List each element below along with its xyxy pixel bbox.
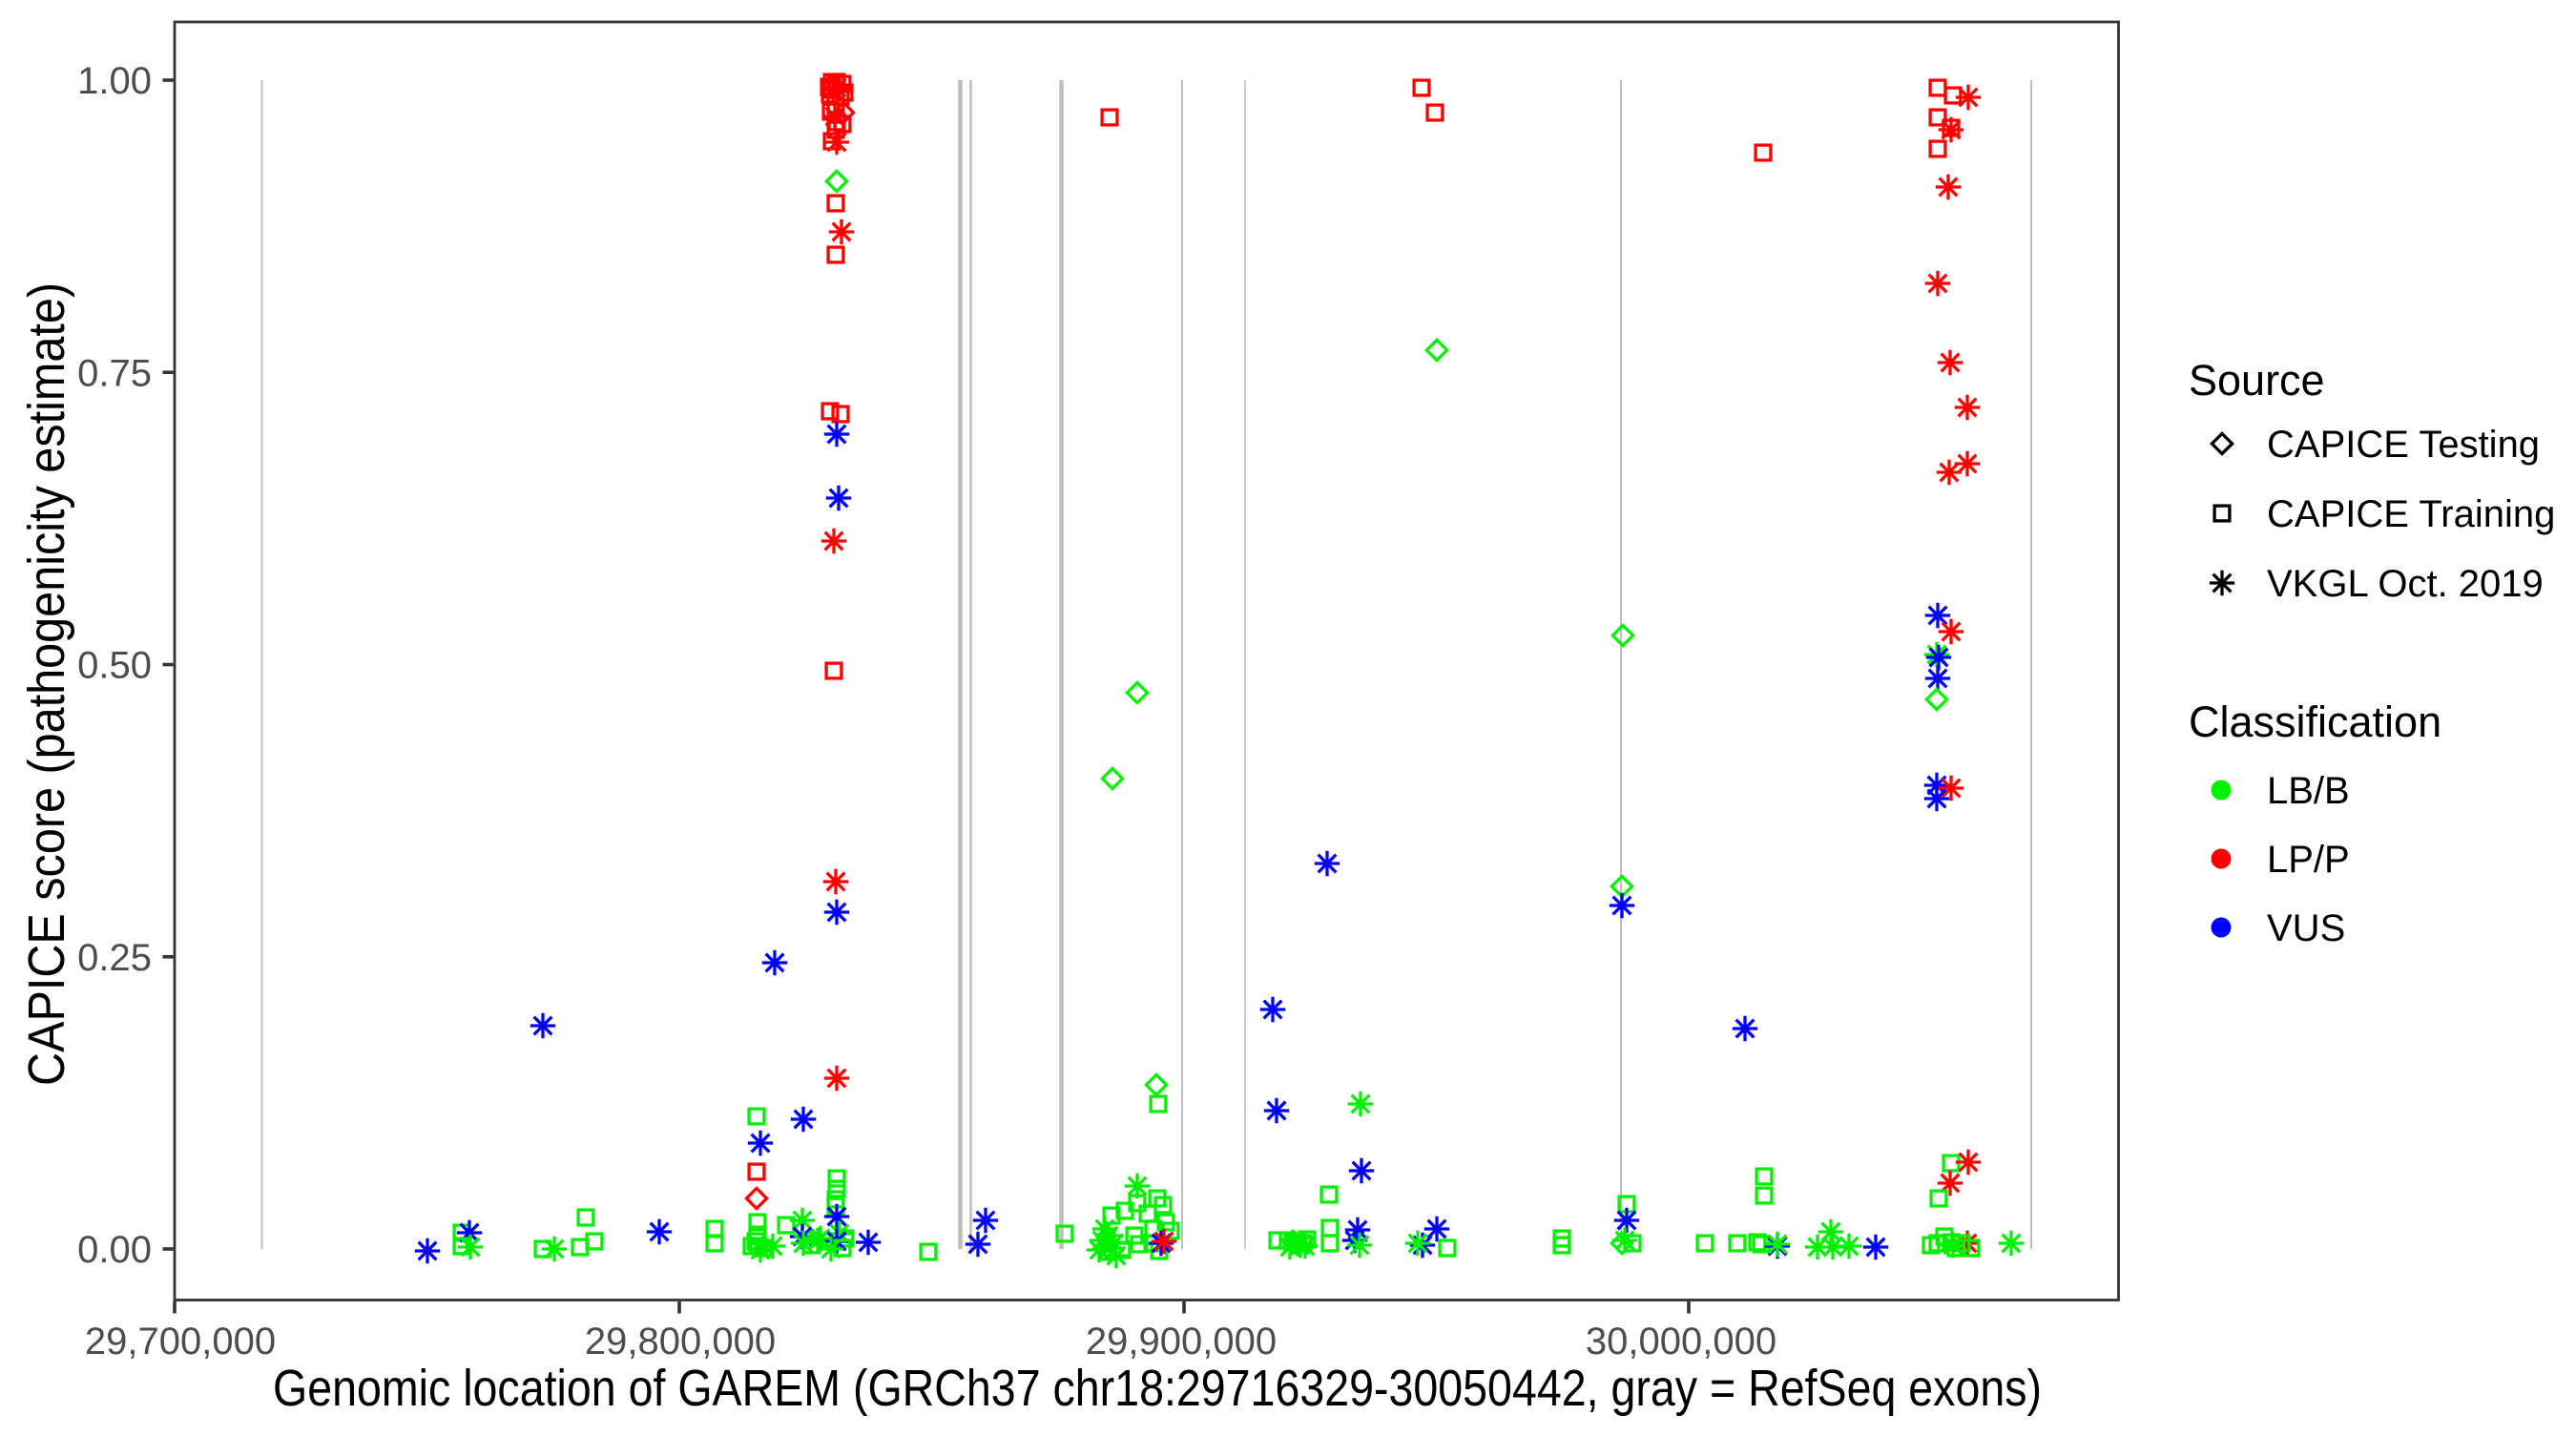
svg-text:0.75: 0.75 <box>77 352 152 394</box>
svg-text:CAPICE score (pathogenicity es: CAPICE score (pathogenicity estimate) <box>18 282 75 1086</box>
svg-text:VKGL Oct. 2019: VKGL Oct. 2019 <box>2267 563 2544 605</box>
svg-text:Classification: Classification <box>2189 697 2441 746</box>
svg-text:30,000,000: 30,000,000 <box>1586 1321 1776 1363</box>
svg-text:LP/P: LP/P <box>2267 839 2350 881</box>
svg-text:1.00: 1.00 <box>77 60 152 102</box>
svg-text:VUS: VUS <box>2267 907 2345 949</box>
svg-text:0.50: 0.50 <box>77 645 152 687</box>
svg-text:CAPICE Training: CAPICE Training <box>2267 493 2555 535</box>
svg-text:0.00: 0.00 <box>77 1229 152 1271</box>
svg-text:29,900,000: 29,900,000 <box>1086 1321 1277 1363</box>
svg-text:0.25: 0.25 <box>77 937 152 979</box>
svg-text:LB/B: LB/B <box>2267 770 2350 812</box>
svg-text:29,800,000: 29,800,000 <box>585 1321 776 1363</box>
svg-text:Genomic location of GAREM (GRC: Genomic location of GAREM (GRCh37 chr18:… <box>273 1360 2042 1417</box>
svg-text:CAPICE Testing: CAPICE Testing <box>2267 424 2540 466</box>
svg-text:29,700,000: 29,700,000 <box>85 1321 276 1363</box>
svg-text:Source: Source <box>2189 356 2325 405</box>
